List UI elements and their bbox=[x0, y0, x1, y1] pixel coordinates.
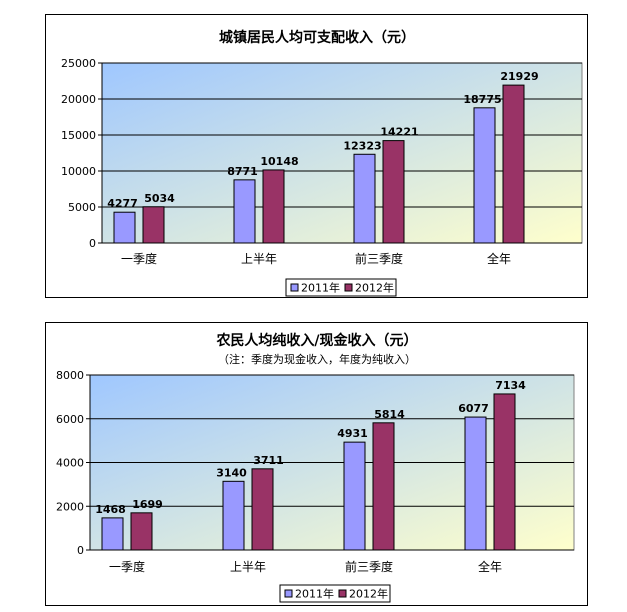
data-label: 8771 bbox=[227, 165, 258, 178]
bar-2011 bbox=[101, 517, 124, 551]
y-tick-label: 2000 bbox=[56, 500, 84, 513]
category-label: 全年 bbox=[487, 251, 511, 266]
data-label: 5034 bbox=[144, 192, 175, 205]
data-label: 7134 bbox=[495, 379, 526, 392]
y-tick-label: 20000 bbox=[61, 93, 96, 106]
y-tick-label: 0 bbox=[77, 544, 84, 557]
category-label: 前三季度 bbox=[345, 559, 393, 574]
legend-entry: 2012年 bbox=[355, 281, 394, 295]
data-label: 10148 bbox=[260, 155, 298, 168]
bar-2012 bbox=[502, 84, 525, 244]
bar-2012 bbox=[251, 468, 274, 551]
rural-income-chart: 农民人均纯收入/现金收入（元） （注：季度为现金收入，年度为纯收入） 0 2000… bbox=[56, 332, 575, 603]
bar-2012 bbox=[130, 512, 153, 551]
legend-swatch bbox=[344, 283, 353, 292]
data-label: 6077 bbox=[458, 402, 489, 415]
data-label: 4931 bbox=[337, 427, 368, 440]
bar-2011 bbox=[233, 179, 256, 244]
data-label: 21929 bbox=[500, 70, 538, 83]
data-label: 5814 bbox=[374, 408, 405, 421]
plot-area bbox=[101, 62, 583, 244]
legend-entry: 2011年 bbox=[295, 587, 334, 601]
rural-income-chart-panel: 农民人均纯收入/现金收入（元） （注：季度为现金收入，年度为纯收入） 0 2000… bbox=[45, 322, 588, 606]
bar-2012 bbox=[382, 140, 405, 244]
bar-2011 bbox=[353, 153, 376, 244]
category-label: 上半年 bbox=[241, 252, 277, 266]
bar-2011 bbox=[343, 441, 366, 551]
y-tick-label: 4000 bbox=[56, 457, 84, 470]
legend-entry: 2011年 bbox=[301, 281, 340, 295]
y-tick-label: 0 bbox=[89, 237, 96, 250]
legend-box bbox=[279, 584, 391, 603]
y-tick-label: 25000 bbox=[61, 57, 96, 70]
urban-income-chart-panel: 城镇居民人均可支配收入（元） 0 5000 10000 15000 20000 25000… bbox=[45, 14, 588, 298]
bar-2011 bbox=[222, 480, 245, 551]
bar-2012 bbox=[262, 169, 285, 244]
legend-swatch bbox=[338, 589, 347, 598]
chart-title: 农民人均纯收入/现金收入（元） bbox=[215, 332, 417, 349]
legend-box bbox=[285, 278, 397, 297]
category-label: 全年 bbox=[478, 559, 502, 574]
category-label: 一季度 bbox=[121, 251, 157, 266]
y-tick-label: 10000 bbox=[61, 165, 96, 178]
legend: 2011年 2012年 bbox=[285, 278, 397, 297]
data-label: 18775 bbox=[463, 93, 501, 106]
urban-income-chart: 城镇居民人均可支配收入（元） 0 5000 10000 15000 20000 25000… bbox=[61, 29, 583, 297]
data-label: 1699 bbox=[132, 498, 163, 511]
category-label: 前三季度 bbox=[355, 251, 403, 266]
y-tick-label: 15000 bbox=[61, 129, 96, 142]
legend: 2011年 2012年 bbox=[279, 584, 391, 603]
data-label: 12323 bbox=[343, 139, 381, 152]
bar-2011 bbox=[113, 211, 136, 244]
y-tick-label: 6000 bbox=[56, 413, 84, 426]
bar-2011 bbox=[473, 107, 496, 244]
data-label: 1468 bbox=[95, 503, 126, 516]
chart-subtitle: （注：季度为现金收入，年度为纯收入） bbox=[218, 352, 416, 366]
bar-2012 bbox=[372, 422, 395, 551]
data-label: 3711 bbox=[253, 454, 284, 467]
legend-swatch bbox=[284, 589, 293, 598]
chart-title: 城镇居民人均可支配收入（元） bbox=[219, 29, 415, 46]
y-tick-label: 5000 bbox=[68, 201, 96, 214]
data-label: 4277 bbox=[107, 197, 138, 210]
data-label: 3140 bbox=[216, 466, 247, 479]
bar-2012 bbox=[142, 206, 165, 244]
legend-entry: 2012年 bbox=[349, 587, 388, 601]
bar-2012 bbox=[493, 393, 516, 551]
category-label: 一季度 bbox=[109, 559, 145, 574]
data-label: 14221 bbox=[380, 126, 418, 139]
legend-swatch bbox=[290, 283, 299, 292]
category-label: 上半年 bbox=[230, 560, 266, 574]
y-tick-label: 8000 bbox=[56, 369, 84, 382]
bar-2011 bbox=[464, 416, 487, 551]
